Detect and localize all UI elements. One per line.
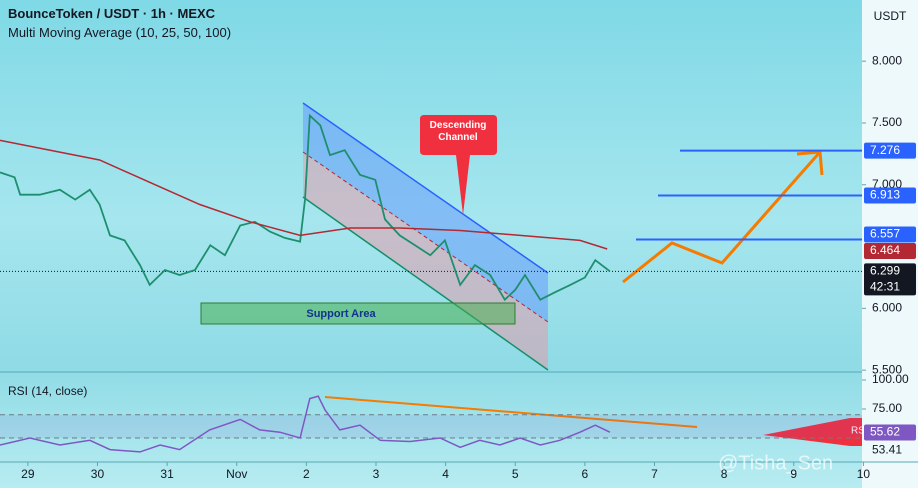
level-label: 6.913 bbox=[870, 188, 900, 202]
channel-upper-fill bbox=[303, 103, 548, 322]
x-tick-label: 10 bbox=[857, 467, 871, 481]
series-line bbox=[0, 395, 611, 453]
ma-label: 6.464 bbox=[870, 243, 900, 257]
x-tick-label: 3 bbox=[373, 467, 380, 481]
support-label: Support Area bbox=[306, 308, 376, 320]
level-label: 7.276 bbox=[870, 143, 900, 157]
last-price-label: 6.299 bbox=[870, 264, 900, 278]
y-tick-label: 7.000 bbox=[872, 177, 902, 191]
x-tick-label: 5 bbox=[512, 467, 519, 481]
x-tick-label: 8 bbox=[721, 467, 728, 481]
level-label-box bbox=[864, 142, 916, 159]
last-price-box bbox=[864, 263, 916, 296]
channel-lower-line bbox=[302, 196, 549, 371]
watermark: @Tisha_Sen bbox=[718, 452, 833, 474]
x-tick-label: 9 bbox=[790, 467, 797, 481]
y-tick-label: 7.500 bbox=[872, 115, 902, 129]
channel-callout-label: Descending Channel bbox=[429, 120, 487, 143]
y-tick-label: 6.000 bbox=[872, 301, 902, 315]
y-tick-label: 75.00 bbox=[872, 401, 902, 415]
y-tick-label: 8.000 bbox=[872, 53, 902, 67]
y-tick-label: 100.00 bbox=[872, 372, 909, 386]
rsi-ma-label: 53.41 bbox=[872, 443, 902, 457]
arrow-head bbox=[796, 150, 824, 176]
x-tick-label: 4 bbox=[442, 467, 449, 481]
rsi-title: RSI (14, close) bbox=[8, 384, 87, 398]
channel-upper-line bbox=[302, 102, 549, 274]
y-tick-label: 5.500 bbox=[872, 362, 902, 376]
series-line bbox=[0, 113, 611, 302]
chart-title: BounceToken / USDT · 1h · MEXC bbox=[8, 6, 216, 21]
support-area bbox=[200, 302, 516, 325]
rsi-band bbox=[0, 414, 862, 438]
rsi-last-label-box bbox=[864, 424, 916, 441]
channel-callout bbox=[420, 115, 497, 215]
x-tick-label: 2 bbox=[303, 467, 310, 481]
chart-subtitle: Multi Moving Average (10, 25, 50, 100) bbox=[8, 25, 232, 40]
channel-mid-line bbox=[302, 151, 549, 323]
x-tick-label: 31 bbox=[160, 467, 174, 481]
x-tick-label: Nov bbox=[226, 467, 247, 481]
level-label-box bbox=[864, 226, 916, 243]
x-tick-label: 6 bbox=[582, 467, 589, 481]
projection-arrow bbox=[622, 151, 822, 284]
level-label-box bbox=[864, 187, 916, 204]
rsi-callout bbox=[763, 418, 862, 446]
x-tick-label: 29 bbox=[21, 467, 35, 481]
rsi-trendline bbox=[324, 396, 698, 428]
series-line bbox=[0, 139, 608, 250]
rsi-last-label: 55.62 bbox=[870, 425, 900, 439]
level-label: 6.557 bbox=[870, 227, 900, 241]
rsi-callout-label: RSI bbox=[851, 426, 868, 437]
x-tick-label: 7 bbox=[651, 467, 658, 481]
x-tick-label: 30 bbox=[91, 467, 105, 481]
ma-label-box bbox=[864, 243, 916, 260]
countdown: 42:31 bbox=[870, 280, 900, 294]
currency-label: USDT bbox=[874, 9, 907, 23]
